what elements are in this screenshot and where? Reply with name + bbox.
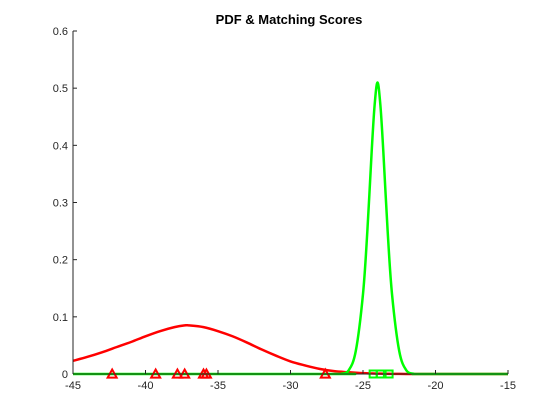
- x-tick-label: -35: [210, 380, 226, 392]
- plot-curves: [72, 81, 509, 376]
- y-tick-label: 0.2: [53, 255, 68, 267]
- y-tick-label: 0.4: [53, 140, 68, 152]
- x-tick-label: -30: [283, 380, 299, 392]
- x-tick-label: -15: [500, 380, 516, 392]
- chart-title: PDF & Matching Scores: [216, 12, 363, 27]
- x-tick-label: -25: [355, 380, 371, 392]
- x-tick-label: -45: [65, 380, 81, 392]
- series-curve-0: [72, 323, 509, 376]
- y-tick-label: 0.3: [53, 198, 68, 210]
- y-tick-label: 0.1: [53, 312, 68, 324]
- axes: [72, 31, 508, 375]
- series-curve-1: [72, 81, 509, 376]
- x-tick-label: -20: [428, 380, 444, 392]
- x-tick-label: -40: [138, 380, 154, 392]
- y-tick-label: 0.6: [53, 26, 68, 38]
- y-tick-label: 0.5: [53, 83, 68, 95]
- y-tick-label: 0: [62, 369, 68, 381]
- x-axis-ticks: -45 -40 -35 -30 -25 -20 -15: [65, 370, 516, 392]
- y-axis-ticks: 0 0.1 0.2 0.3 0.4 0.5 0.6: [53, 26, 77, 381]
